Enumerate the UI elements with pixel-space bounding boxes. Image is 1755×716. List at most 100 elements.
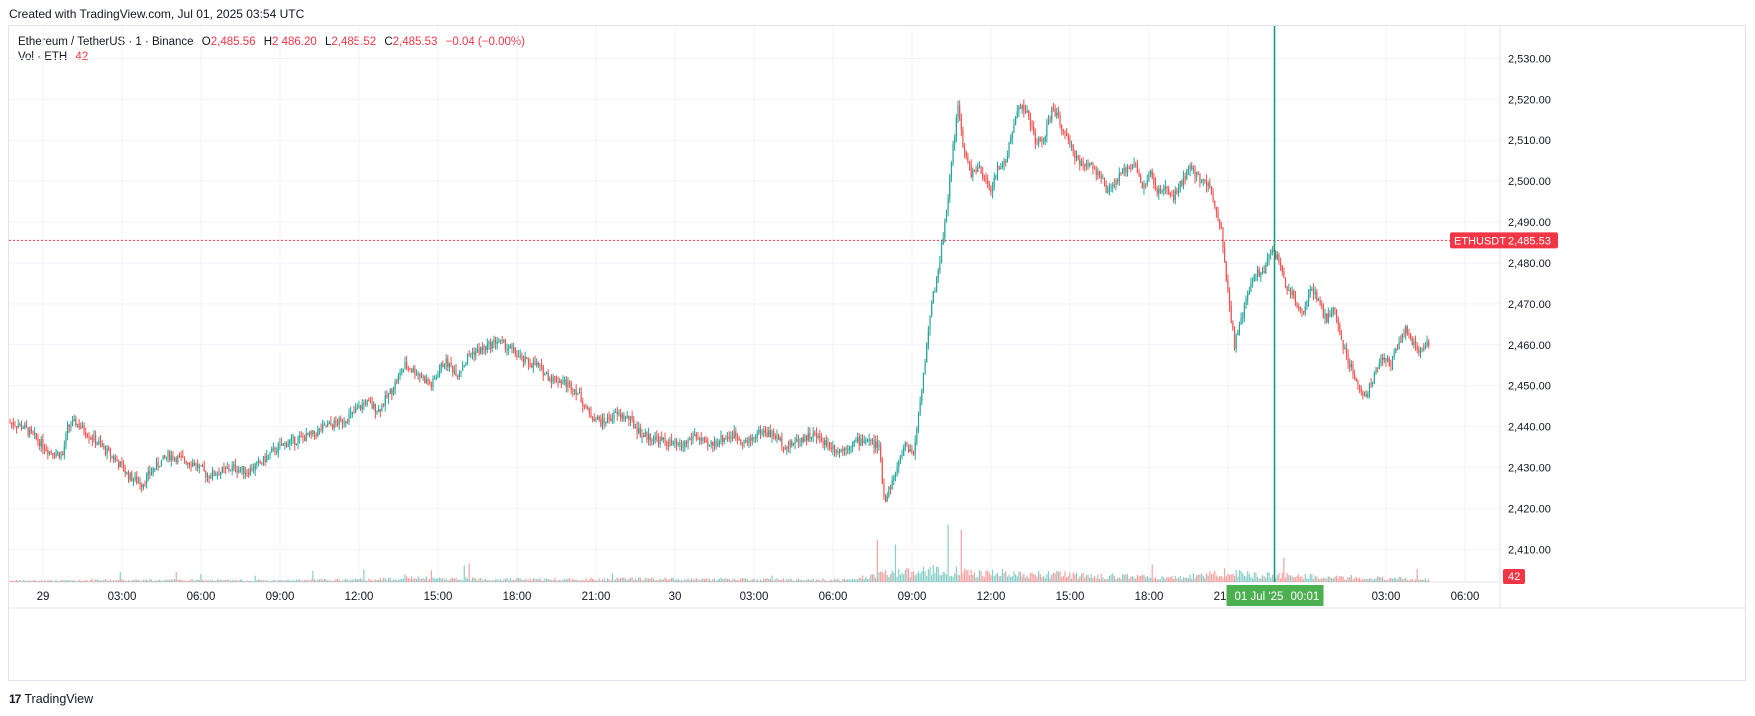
candle-body: [486, 344, 488, 351]
symbol-title[interactable]: Ethereum / TetherUS · 1 · Binance: [18, 36, 194, 48]
volume-bar: [824, 580, 826, 582]
candle-body: [812, 432, 814, 437]
volume-bar: [710, 580, 712, 582]
volume-bar: [85, 580, 87, 582]
volume-bar: [302, 580, 304, 582]
candle-body: [585, 406, 587, 408]
volume-bar: [1299, 577, 1301, 582]
candle-body: [445, 358, 447, 365]
candle-body: [736, 437, 739, 439]
tradingview-brand[interactable]: 17 TradingView: [9, 692, 93, 706]
chart-frame: [8, 25, 1746, 681]
volume-bar: [271, 581, 273, 582]
volume-bar: [829, 580, 831, 582]
candle-body: [1082, 161, 1084, 166]
volume-bar: [1154, 577, 1157, 582]
volume-bar: [621, 577, 623, 582]
volume-bar: [1038, 570, 1040, 582]
volume-bar: [517, 577, 520, 582]
volume-bar: [539, 578, 541, 582]
candle-body: [141, 485, 143, 488]
volume-bar: [414, 578, 416, 582]
candle-body: [1298, 306, 1300, 308]
volume-bar: [238, 580, 240, 582]
candle-body: [708, 444, 711, 447]
candle-body: [55, 453, 57, 457]
volume-bar: [327, 580, 329, 582]
candle-body: [1337, 317, 1339, 326]
volume-bar: [656, 579, 658, 582]
volume-bar: [150, 579, 153, 582]
candle-body: [1001, 165, 1004, 169]
candle-body: [802, 437, 804, 442]
volume-bar: [1015, 574, 1017, 582]
volume-bar: [842, 578, 844, 582]
volume-bar: [675, 579, 678, 582]
volume-bar: [37, 580, 39, 582]
candle-body: [664, 437, 666, 442]
candle-body: [437, 376, 439, 378]
volume-bar: [453, 578, 455, 582]
volume-bar: [541, 580, 543, 582]
candle-body: [114, 458, 116, 460]
candle-body: [1340, 334, 1343, 341]
volume-bar: [381, 580, 383, 582]
candle-body: [761, 432, 763, 434]
candle-body: [722, 435, 724, 442]
volume-bar: [401, 578, 403, 582]
candle-body: [429, 382, 431, 384]
volume-bar: [1294, 577, 1296, 582]
candle-body: [129, 472, 131, 480]
volume-bar: [422, 578, 424, 582]
candle-body: [787, 447, 790, 449]
candle-body: [147, 471, 149, 476]
candle-body: [771, 430, 773, 437]
volume-bar: [555, 580, 558, 582]
candle-body: [1013, 124, 1015, 133]
volume-bar: [1051, 574, 1053, 582]
candle-body: [1255, 274, 1257, 276]
candle-body: [639, 427, 641, 437]
volume-bar: [256, 580, 258, 582]
volume-bar: [1105, 579, 1107, 582]
ohlc-legend-row[interactable]: Ethereum / TetherUS · 1 · Binance O2,485…: [18, 35, 525, 50]
volume-bar: [336, 578, 339, 582]
candle-body: [667, 445, 669, 447]
candle-body: [489, 341, 492, 349]
volume-bar: [458, 579, 460, 582]
candle-body: [122, 464, 125, 472]
candle-body: [680, 442, 683, 447]
volume-bar: [965, 570, 967, 582]
volume-bar: [903, 574, 905, 582]
volume-bar: [359, 578, 362, 582]
volume-bar: [1220, 576, 1222, 582]
candle-body: [1354, 375, 1356, 379]
volume-bar: [17, 580, 19, 582]
candle-body: [1385, 358, 1387, 362]
candle-body: [305, 433, 307, 442]
candle-body: [371, 402, 373, 408]
volume-bar: [1331, 578, 1333, 582]
candle-body: [776, 434, 778, 439]
candle-body: [911, 449, 913, 454]
candle-body: [165, 456, 167, 458]
volume-bar: [384, 578, 386, 582]
volume-bar: [592, 578, 594, 582]
volume-bar: [542, 580, 544, 582]
volume-bar: [1161, 576, 1163, 582]
candle-body: [1041, 139, 1043, 142]
candle-body: [1400, 341, 1402, 343]
volume-bar: [883, 573, 885, 582]
candle-body: [406, 361, 408, 368]
volume-bar: [1266, 572, 1269, 582]
candle-body: [402, 368, 404, 373]
candle-body: [754, 437, 757, 439]
volume-bar: [610, 580, 612, 582]
candle-body: [1077, 155, 1079, 160]
volume-bar: [1149, 577, 1152, 582]
crosshair-time-label: 01 Jul '25 00:01: [1226, 585, 1324, 606]
volume-bar: [12, 581, 14, 582]
candle-body: [996, 166, 999, 176]
volume-bar: [568, 578, 571, 582]
